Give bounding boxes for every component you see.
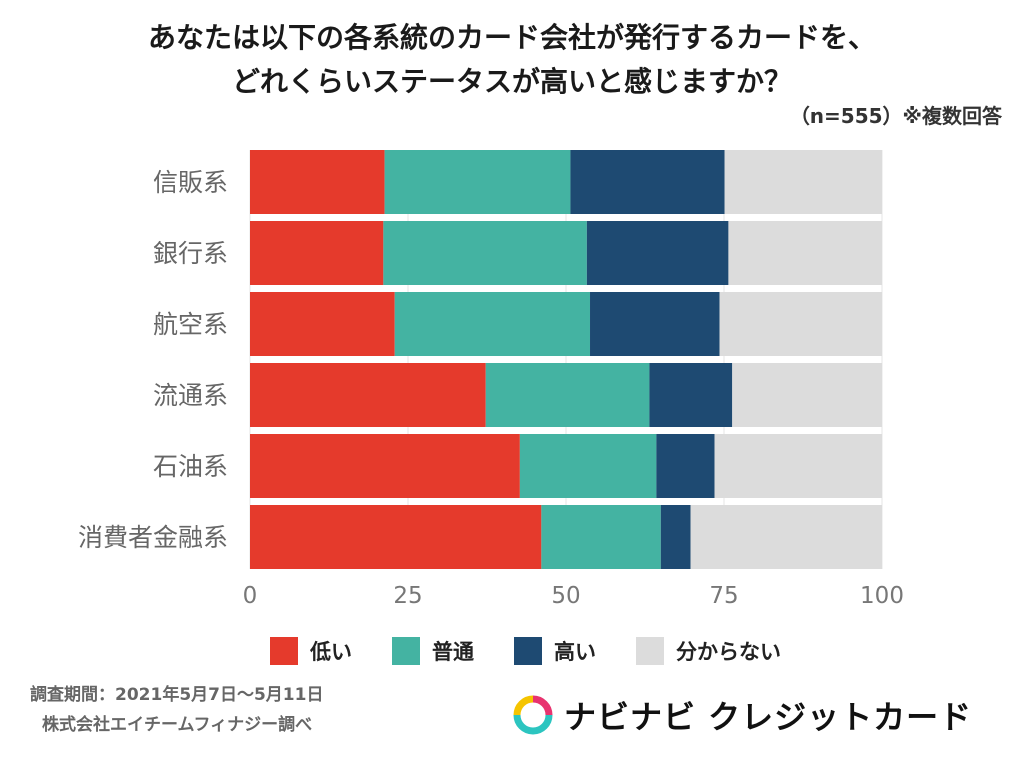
bar-segment (586, 221, 729, 285)
bar-segment (719, 292, 882, 356)
title-line-2: どれくらいステータスが高いと感じますか？ (231, 65, 792, 98)
category-label: 航空系 (153, 310, 228, 339)
bar-segment (384, 150, 571, 214)
legend-swatch-unknown (636, 637, 664, 665)
bar-segment (724, 150, 882, 214)
bar-segment (250, 505, 542, 569)
legend-label-low: 低い (310, 640, 352, 664)
legend-item-low: 低い (270, 636, 352, 666)
legend-item-unknown: 分からない (636, 636, 781, 666)
bar-segment (690, 505, 882, 569)
bar-segment (570, 150, 725, 214)
legend-item-high: 高い (514, 636, 596, 666)
survey-period: 調査期間：2021年5月7日〜5月11日 (30, 685, 324, 705)
survey-company: 株式会社エイチームフィナジー調べ (42, 715, 313, 735)
x-tick-label: 25 (393, 583, 422, 609)
bar-segment (485, 363, 650, 427)
bar-segment (383, 221, 587, 285)
footer-source: 調査期間：2021年5月7日〜5月11日 株式会社エイチームフィナジー調べ (30, 680, 323, 740)
bar-segment (250, 150, 385, 214)
bar-segment (649, 363, 733, 427)
bar-segment (519, 434, 657, 498)
bar-segment (660, 505, 691, 569)
bar-segment (541, 505, 661, 569)
chart-title: あなたは以下の各系統のカード会社が発行するカードを、 どれくらいステータスが高い… (0, 16, 1024, 104)
sample-note: （n=555）※複数回答 (789, 104, 1002, 128)
bar-segment (394, 292, 591, 356)
legend-label-high: 高い (554, 640, 596, 664)
category-label: 信販系 (153, 168, 228, 197)
x-tick-label: 0 (243, 583, 258, 609)
category-label: 銀行系 (153, 239, 228, 268)
brand-logo: ナビナビ クレジットカード (512, 692, 972, 738)
category-label: 消費者金融系 (78, 523, 228, 552)
legend-label-unknown: 分からない (676, 640, 781, 664)
legend-swatch-normal (392, 637, 420, 665)
bar-segment (250, 363, 486, 427)
legend-swatch-low (270, 637, 298, 665)
bar-segment (590, 292, 720, 356)
bar-segment (728, 221, 882, 285)
bar-segment (732, 363, 882, 427)
logo-text: ナビナビ クレジットカード (564, 698, 973, 736)
legend: 低い 普通 高い 分からない (270, 636, 821, 666)
bar-segment (714, 434, 882, 498)
bar-segment (250, 434, 520, 498)
title-line-1: あなたは以下の各系統のカード会社が発行するカードを、 (147, 21, 876, 54)
x-tick-label: 50 (551, 583, 580, 609)
bar-segment (250, 292, 395, 356)
category-label: 流通系 (153, 381, 228, 410)
legend-item-normal: 普通 (392, 636, 474, 666)
legend-swatch-high (514, 637, 542, 665)
category-label: 石油系 (153, 452, 228, 481)
bar-segment (656, 434, 715, 498)
logo-mark-icon (513, 695, 553, 735)
legend-label-normal: 普通 (432, 640, 474, 664)
x-tick-label: 75 (709, 583, 738, 609)
bar-segment (250, 221, 384, 285)
x-tick-label: 100 (860, 583, 904, 609)
